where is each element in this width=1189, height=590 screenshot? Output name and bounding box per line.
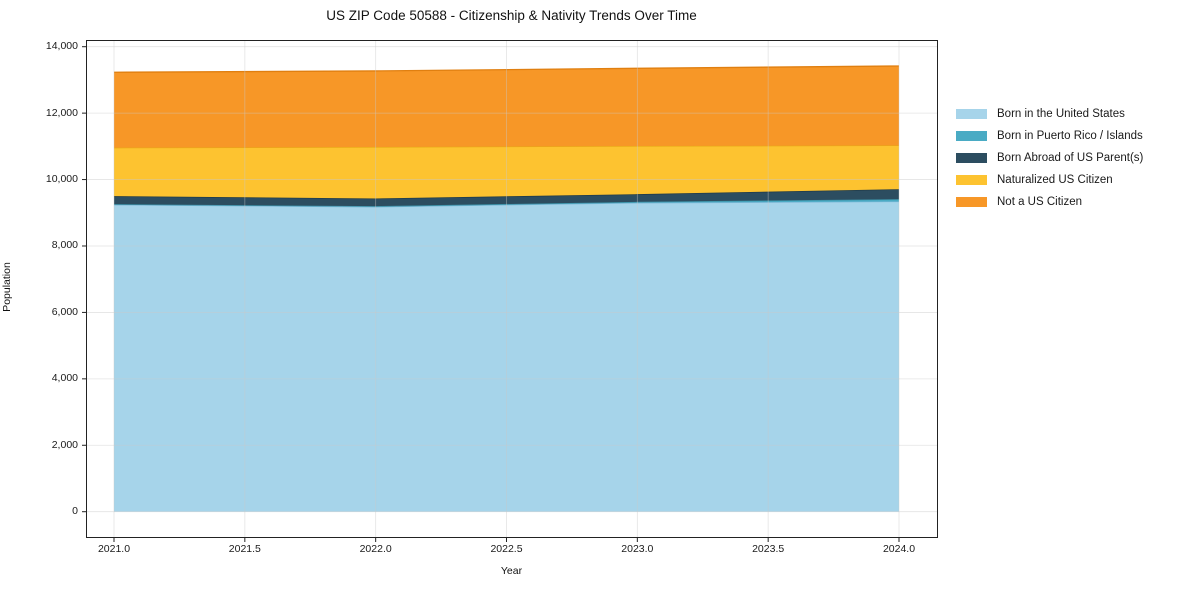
x-tick-label: 2023.5 — [752, 543, 785, 555]
legend-swatch-icon — [956, 153, 987, 163]
x-tick-label: 2021.0 — [97, 543, 131, 555]
x-tick-label: 2022.0 — [359, 543, 392, 555]
chart-title: US ZIP Code 50588 - Citizenship & Nativi… — [326, 8, 697, 23]
legend-label: Born in Puerto Rico / Islands — [997, 130, 1143, 142]
legend-item-2: Born Abroad of US Parent(s) — [956, 147, 1143, 169]
y-tick-label: 12,000 — [45, 106, 78, 119]
y-tick-label: 0 — [72, 505, 78, 518]
y-tick-label: 4,000 — [51, 372, 78, 385]
y-tick-label: 6,000 — [51, 305, 78, 318]
legend-label: Born Abroad of US Parent(s) — [997, 152, 1144, 164]
y-tick-label: 8,000 — [51, 239, 78, 252]
legend-label: Naturalized US Citizen — [997, 174, 1113, 186]
y-tick-label: 10,000 — [45, 173, 78, 186]
legend-swatch-icon — [956, 131, 987, 141]
y-tick-label: 2,000 — [51, 438, 78, 451]
axes-frame — [86, 40, 938, 538]
x-tick-label: 2022.5 — [490, 543, 523, 555]
legend-item-3: Naturalized US Citizen — [956, 169, 1143, 191]
x-tick-label: 2021.5 — [228, 543, 261, 555]
legend-swatch-icon — [956, 175, 987, 185]
y-tick-label: 14,000 — [45, 40, 78, 53]
legend-label: Born in the United States — [997, 108, 1125, 120]
legend: Born in the United States Born in Puerto … — [956, 103, 1143, 213]
legend-item-0: Born in the United States — [956, 103, 1143, 125]
legend-label: Not a US Citizen — [997, 196, 1083, 208]
legend-swatch-icon — [956, 109, 987, 119]
x-tick-label: 2023.0 — [621, 543, 654, 555]
x-axis-label: Year — [500, 565, 523, 577]
legend-swatch-icon — [956, 197, 987, 207]
x-tick-label: 2024.0 — [882, 543, 916, 555]
legend-item-1: Born in Puerto Rico / Islands — [956, 125, 1143, 147]
legend-item-4: Not a US Citizen — [956, 191, 1143, 213]
